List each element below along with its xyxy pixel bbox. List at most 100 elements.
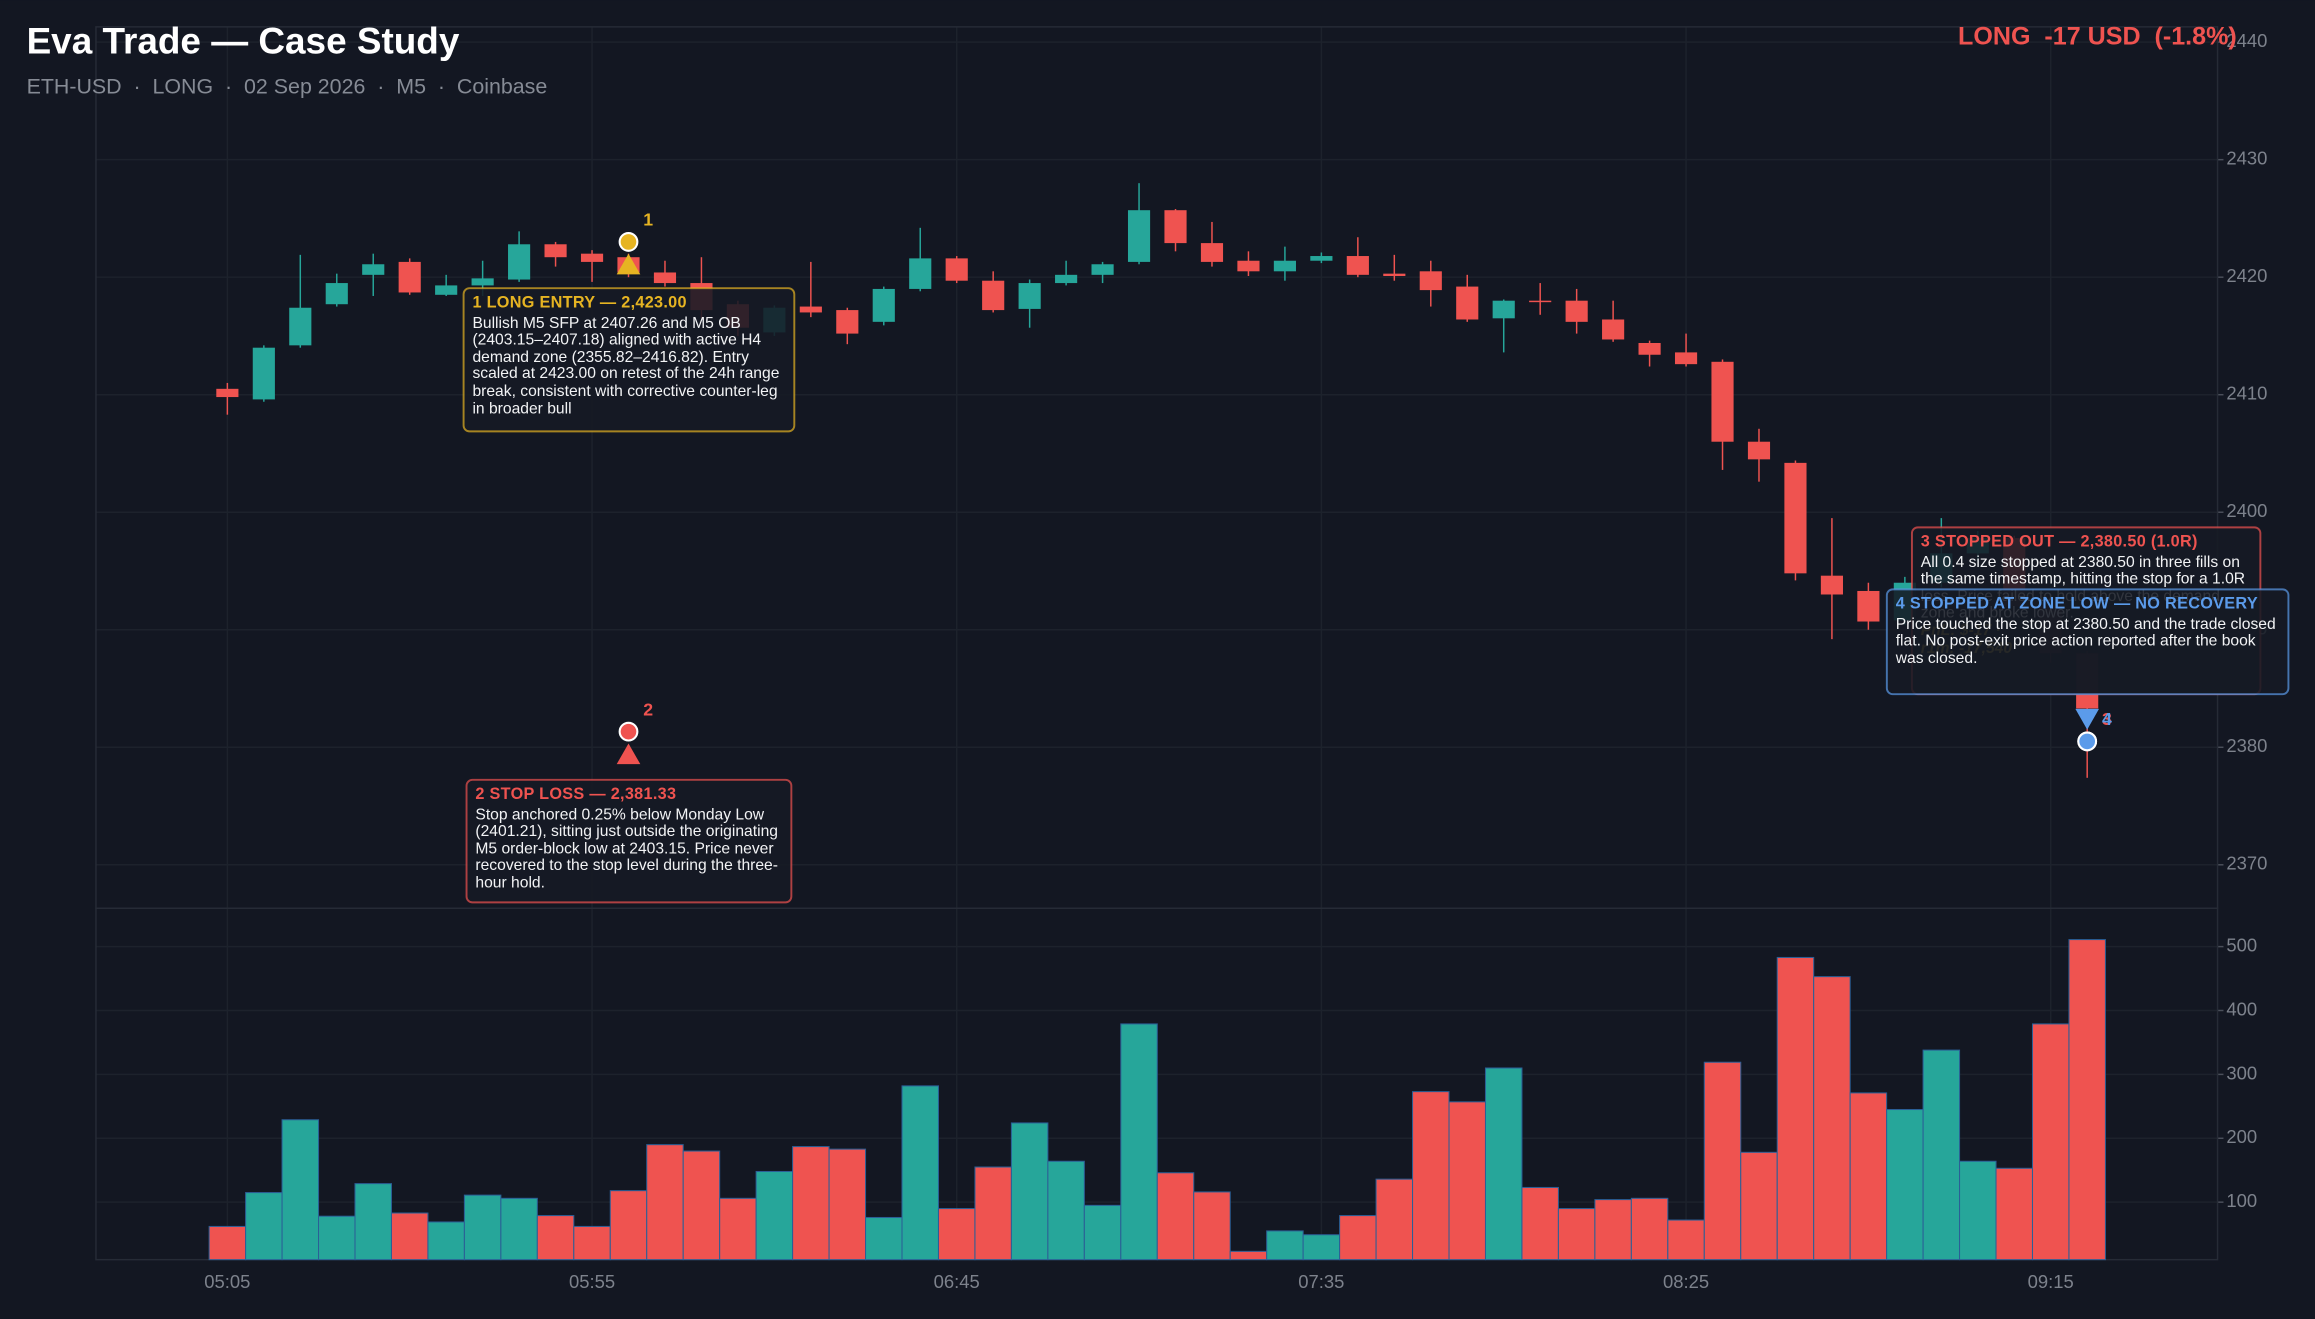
y-tick-label: 2430 [2226,148,2267,169]
marker-number: 4 [2102,709,2112,729]
candle-body [1273,260,1296,272]
volume-bar [1083,1204,1122,1261]
candle-body [580,253,604,262]
volume-bar [463,1194,502,1261]
x-tick-label: 05:55 [569,1271,615,1292]
y-tick-label: 200 [2226,1126,2257,1147]
volume-bar [1740,1151,1778,1261]
y-tick-label: 2370 [2226,853,2267,874]
candle-body [1164,210,1187,244]
note-box [1885,588,2290,696]
y-tick-label: 500 [2226,934,2257,955]
volume-bar [1849,1092,1888,1261]
volume-bar [1266,1230,1304,1261]
candle-body [1346,256,1369,275]
marker-number: 1 [643,210,653,230]
candle-body [471,278,494,286]
volume-bar [1922,1049,1961,1261]
volume-bar [1776,956,1815,1261]
marker-point [2077,731,2098,752]
candle-body [1857,590,1880,622]
candle-body [1200,243,1224,262]
candle-body [1747,441,1771,460]
volume-bar [427,1221,465,1261]
candle-body [1820,575,1843,595]
candle-body [1055,274,1078,284]
note-text: Price touched the stop at 2380.50 and th… [1895,615,2276,668]
candle-body [398,261,421,293]
volume-bar [1229,1250,1268,1261]
chart-title: Eva Trade — Case Study [27,20,460,61]
candle-body [544,244,567,258]
y-tick-label: 400 [2226,998,2257,1019]
volume-bar [901,1085,939,1261]
candle-body [1711,361,1734,442]
note-text: Bullish M5 SFP at 2407.26 and M5 OB (240… [472,314,780,418]
volume-bar [1120,1023,1158,1261]
volume-bar [208,1225,247,1261]
candle-body [1674,352,1698,365]
volume-bar [609,1190,648,1261]
volume-bar [2068,939,2106,1261]
volume-bar [1193,1191,1231,1261]
volume-bar [1630,1197,1669,1261]
x-tick-label: 09:15 [2028,1271,2074,1292]
marker-point [618,721,639,742]
candle-body [325,283,348,305]
candle-body [289,307,312,346]
volume-bar [245,1192,283,1261]
volume-bar [1339,1215,1377,1261]
marker-triangle [2075,708,2100,730]
volume-bar [1448,1101,1486,1261]
volume-bar [1047,1160,1085,1261]
chart-subtitle: ETH-USD · LONG · 02 Sep 2026 · M5 · Coin… [27,74,548,98]
y-tick-label: 2400 [2226,500,2267,521]
note-title: 1 LONG ENTRY — 2,423.00 [472,294,687,312]
volume-bar [1484,1067,1523,1261]
volume-bar [792,1146,830,1261]
volume-bar [1557,1208,1596,1261]
volume-bar [1156,1172,1195,1261]
volume-bar [865,1216,903,1261]
note-title: 2 STOP LOSS — 2,381.33 [475,785,677,804]
y-tick-label: 300 [2226,1062,2257,1083]
candle-body [1602,319,1625,340]
volume-bar [1667,1219,1705,1261]
volume-bar [1010,1122,1049,1261]
volume-bar [500,1197,538,1261]
note-content: 4 STOPPED AT ZONE LOW — NO RECOVERY Price… [1895,596,2276,668]
volume-bar [1521,1186,1559,1261]
x-tick-label: 08:25 [1663,1271,1709,1292]
candle-body [909,258,932,289]
candle-body [1383,273,1406,277]
volume-bar [1375,1178,1414,1261]
volume-bar [573,1225,611,1261]
x-tick-label: 07:35 [1298,1271,1344,1292]
volume-bar [937,1208,976,1261]
volume-bar [354,1183,392,1261]
candle-body [1529,300,1552,303]
candle-body [1018,283,1041,309]
candle-body [252,347,275,400]
volume-bar [1412,1091,1450,1261]
result-label: LONG -17 USD (-1.8%) [1958,23,2237,51]
y-tick-label: 2380 [2226,735,2267,756]
candle-body [982,280,1005,311]
marker-number: 2 [643,699,653,719]
volume-bar [1959,1160,1997,1261]
annotations: 1 LONG ENTRY — 2,423.00 Bullish M5 SFP at… [462,210,2290,904]
x-tick-label: 06:45 [934,1271,980,1292]
volume-bar [755,1170,794,1261]
volume-bar [974,1166,1012,1261]
candle-body [1638,342,1661,355]
note-text: Stop anchored 0.25% below Monday Low (24… [475,805,778,892]
volume-bar [281,1119,320,1261]
marker-triangle [616,743,641,765]
volume-bar [646,1144,684,1261]
candle-body [1419,271,1442,291]
note-text-block: 2 STOP LOSS — 2,381.33 Stop anchored 0.25… [467,780,792,900]
volume-bar [1594,1199,1632,1261]
note-content: 1 LONG ENTRY — 2,423.00 Bullish M5 SFP at… [472,294,780,418]
marker-number: 3 [2102,709,2112,729]
marker-triangle [616,253,641,275]
